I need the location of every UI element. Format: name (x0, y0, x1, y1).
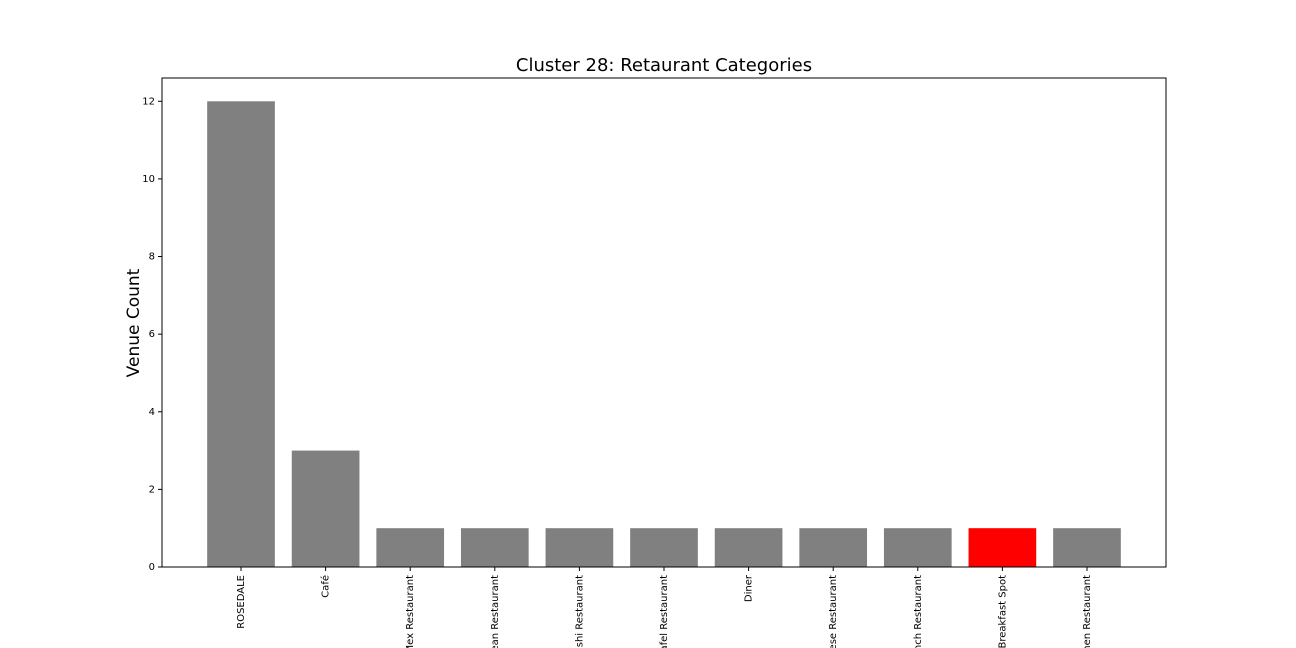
y-axis-label: Venue Count (124, 268, 144, 377)
plot-frame (161, 77, 1167, 568)
bar (799, 528, 868, 567)
y-tick-label: 10 (142, 174, 155, 185)
x-tick-label: afel Restaurant (659, 575, 670, 648)
bar (376, 528, 445, 567)
x-tick-label: ean Restaurant (490, 575, 501, 648)
x-tick-label: Diner (744, 574, 755, 602)
bar (291, 450, 360, 567)
y-tick-label: 2 (149, 484, 155, 495)
bar (207, 101, 275, 568)
bar (460, 528, 529, 567)
x-tick-label: Mex Restaurant (405, 575, 416, 648)
y-tick-label: 0 (149, 562, 155, 573)
bar (630, 528, 698, 567)
x-tick-label: Café (320, 575, 332, 598)
x-tick-label: nen Restaurant (1082, 575, 1093, 648)
y-tick-label: 6 (149, 329, 155, 340)
x-tick-label: ese Restaurant (828, 575, 839, 648)
chart-title: Cluster 28: Retaurant Categories (516, 55, 812, 76)
x-tick-label: shi Restaurant (574, 575, 585, 647)
y-tick-label: 4 (149, 407, 155, 418)
bar (883, 528, 952, 567)
y-tick-label: 8 (149, 252, 155, 263)
x-tick-label: Breakfast Spot (997, 575, 1008, 648)
bar (714, 528, 783, 567)
y-tick-label: 12 (142, 96, 155, 107)
x-tick-label: ROSEDALE (236, 575, 247, 629)
x-tick-label: nch Restaurant (913, 575, 924, 648)
bar (968, 528, 1037, 567)
bar (1053, 528, 1121, 567)
bar (545, 528, 614, 567)
